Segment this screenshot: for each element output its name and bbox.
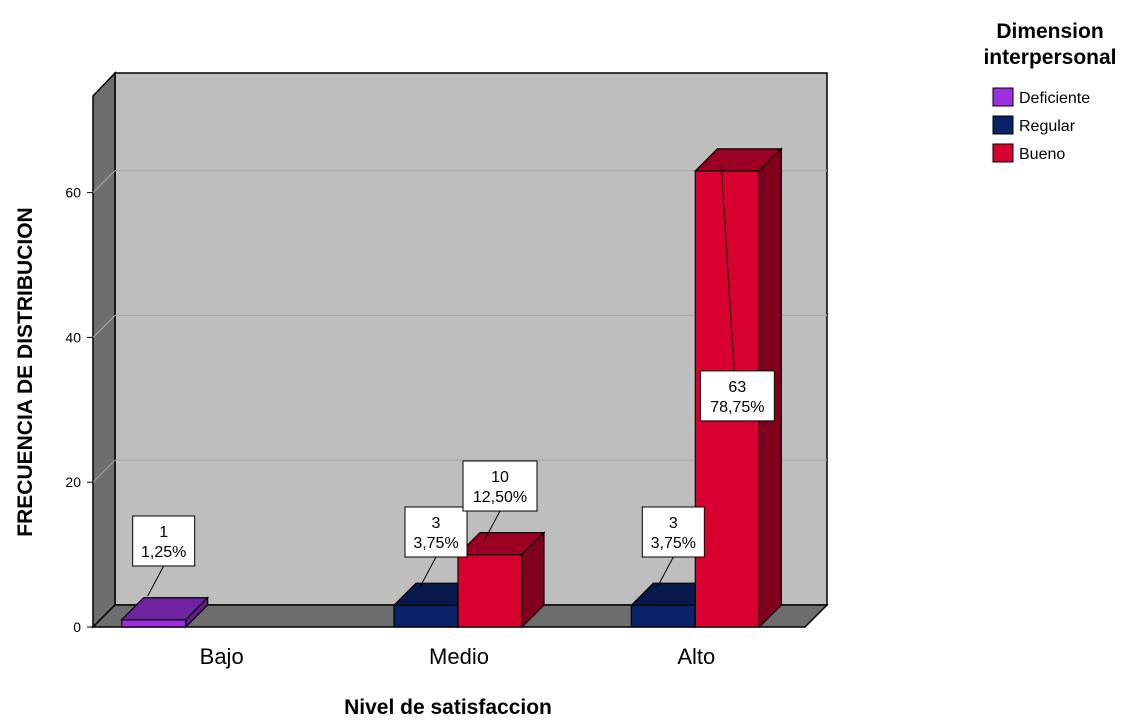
data-labels: 1 1,25% 3 3,75% 10 12,50% 3 3,75% 63 78,75% [132,166,775,597]
legend-title-line-1: Dimension [996,20,1103,43]
data-label-count: 1 [159,524,168,541]
data-label-count: 63 [728,379,746,396]
legend-swatch-deficiente [992,87,1014,107]
bar-bueno-medio [456,531,546,629]
gridline-side [92,315,116,338]
bars [120,147,783,629]
category-labels: Bajo Medio Alto [200,644,716,669]
legend-swatch-bueno [992,143,1014,163]
legend-label-deficiente: Deficiente [1019,90,1090,107]
data-label: 1 1,25% [132,515,196,597]
legend: Dimension interpersonal Deficiente Regula… [983,20,1116,163]
data-label-percent: 3,75% [651,535,696,552]
data-label: 3 3,75% [404,506,468,588]
data-label-percent: 12,50% [473,489,527,506]
gridline-side [92,170,116,193]
data-label-percent: 1,25% [141,544,186,561]
x-tick-label: Medio [429,644,489,669]
legend-label-regular: Regular [1019,118,1076,135]
gridline-side [92,459,116,483]
data-label-count: 10 [491,469,509,486]
legend-label-bueno: Bueno [1019,146,1065,163]
left-wall [92,71,116,629]
legend-title-line-2: interpersonal [983,46,1116,69]
bar-deficiente-bajo [120,596,210,629]
data-label: 3 3,75% [641,506,705,588]
x-axis-title: Nivel de satisfaccion [344,696,552,719]
y-tick-label: 20 [65,474,81,490]
data-label: 63 78,75% [699,166,775,422]
y-tick-label: 60 [65,185,81,201]
data-label-count: 3 [432,515,441,532]
data-label-count: 3 [669,515,678,532]
y-axis-ticks: 0 20 40 60 [65,185,93,635]
data-label: 10 12,50% [462,460,538,542]
x-tick-label: Alto [677,644,715,669]
data-label-percent: 78,75% [710,399,764,416]
y-axis-title: FRECUENCIA DE DISTRIBUCION [14,207,37,536]
y-tick-label: 0 [73,619,81,635]
legend-swatch-regular [992,115,1014,135]
x-tick-label: Bajo [200,644,244,669]
y-tick-label: 40 [65,329,81,345]
data-label-percent: 3,75% [413,535,458,552]
